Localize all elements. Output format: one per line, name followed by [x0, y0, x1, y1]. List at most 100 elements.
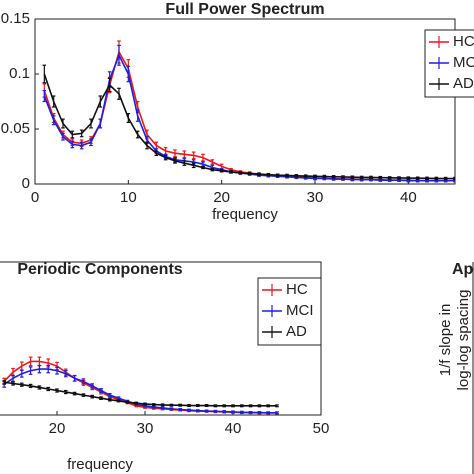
error-bar: [135, 130, 140, 139]
error-bar: [204, 403, 209, 408]
error-bar: [55, 366, 59, 375]
error-bar: [117, 44, 121, 66]
x-axis-label: frequency: [212, 206, 278, 223]
error-bar: [313, 174, 317, 178]
error-bar: [350, 175, 355, 179]
x-tick-label: 20: [213, 189, 230, 206]
series-line: [43, 73, 455, 180]
error-bar: [266, 172, 271, 177]
error-bar: [257, 404, 262, 408]
plot-content: [2, 356, 279, 415]
error-bar: [125, 400, 130, 404]
y-tick-label: 0: [22, 175, 30, 192]
error-bar: [275, 404, 279, 408]
legend-label: HC: [286, 281, 308, 298]
error-bar: [154, 150, 159, 156]
y-tick-label: 0.05: [1, 120, 30, 137]
plot-area: [34, 18, 456, 185]
error-bar: [257, 172, 261, 176]
error-bar: [116, 399, 121, 403]
error-bar: [79, 129, 84, 138]
error-bar: [213, 409, 218, 413]
error-bar: [42, 64, 47, 84]
error-bar: [160, 403, 165, 407]
error-bar: [443, 176, 448, 181]
error-bar: [425, 176, 429, 180]
error-bar: [248, 404, 253, 408]
series-line: [4, 381, 277, 407]
x-tick-label: 30: [137, 420, 154, 437]
error-bar: [187, 403, 191, 408]
error-bar: [89, 138, 93, 147]
error-bar: [89, 118, 93, 129]
error-bar: [275, 411, 279, 415]
legend-label: AD: [286, 323, 307, 340]
error-bar: [126, 112, 131, 124]
error-bar: [46, 364, 50, 374]
error-bar: [275, 173, 280, 177]
error-bar: [173, 149, 177, 158]
legend-label: AD: [453, 75, 474, 92]
legend-label: MCI: [453, 54, 474, 71]
error-bar: [191, 162, 196, 169]
error-bar: [11, 374, 15, 382]
error-bar: [231, 410, 235, 414]
error-bar: [229, 170, 233, 174]
error-bar: [303, 174, 308, 178]
legend-label: HC: [453, 33, 474, 50]
error-bar: [42, 89, 47, 103]
error-bar: [196, 409, 200, 413]
error-bar: [64, 370, 68, 378]
x-tick-label: 30: [307, 189, 324, 206]
x-tick-label: 40: [225, 420, 242, 437]
error-bar: [98, 118, 103, 129]
legend-label: MCI: [286, 302, 314, 319]
y-axis-label: log-log spacing: [455, 290, 472, 391]
error-bar: [294, 174, 299, 178]
error-bar: [266, 411, 270, 415]
chart-title: Periodic Components: [17, 261, 182, 278]
error-bar: [397, 176, 401, 180]
error-bar: [64, 389, 68, 395]
error-bar: [81, 393, 86, 397]
error-bar: [169, 407, 174, 411]
error-bar: [108, 392, 112, 398]
error-bar: [387, 176, 392, 180]
error-bar: [240, 410, 244, 414]
x-tick-label: 50: [313, 420, 330, 437]
error-bar: [11, 381, 15, 386]
error-bar: [204, 409, 209, 413]
error-bar: [117, 87, 121, 100]
error-bar: [61, 118, 65, 129]
x-tick-label: 10: [120, 189, 137, 206]
error-bar: [178, 407, 182, 412]
error-bar: [378, 175, 383, 180]
error-bar: [135, 109, 140, 122]
error-bar: [99, 388, 103, 393]
error-bar: [210, 159, 215, 165]
error-bar: [213, 404, 218, 408]
error-bar: [143, 402, 147, 406]
x-axis-label: frequency: [67, 456, 133, 473]
chart-title: Full Power Spectrum: [165, 1, 324, 18]
error-bar: [90, 394, 94, 399]
error-bar: [222, 404, 226, 408]
error-bar: [134, 401, 138, 405]
error-bar: [331, 175, 336, 179]
error-bar: [152, 405, 156, 409]
error-bar: [70, 140, 75, 149]
error-bar: [72, 374, 77, 382]
plot-content: [42, 40, 455, 183]
error-bar: [90, 383, 94, 389]
y-tick-label: 0.15: [1, 10, 30, 27]
error-bar: [341, 175, 345, 179]
error-bar: [222, 410, 226, 414]
error-bar: [37, 385, 42, 390]
error-bar: [219, 169, 224, 173]
error-bar: [247, 171, 252, 176]
error-bar: [20, 382, 24, 387]
error-bar: [182, 160, 187, 166]
chart-title: Ap: [452, 261, 474, 278]
error-bar: [28, 383, 33, 389]
